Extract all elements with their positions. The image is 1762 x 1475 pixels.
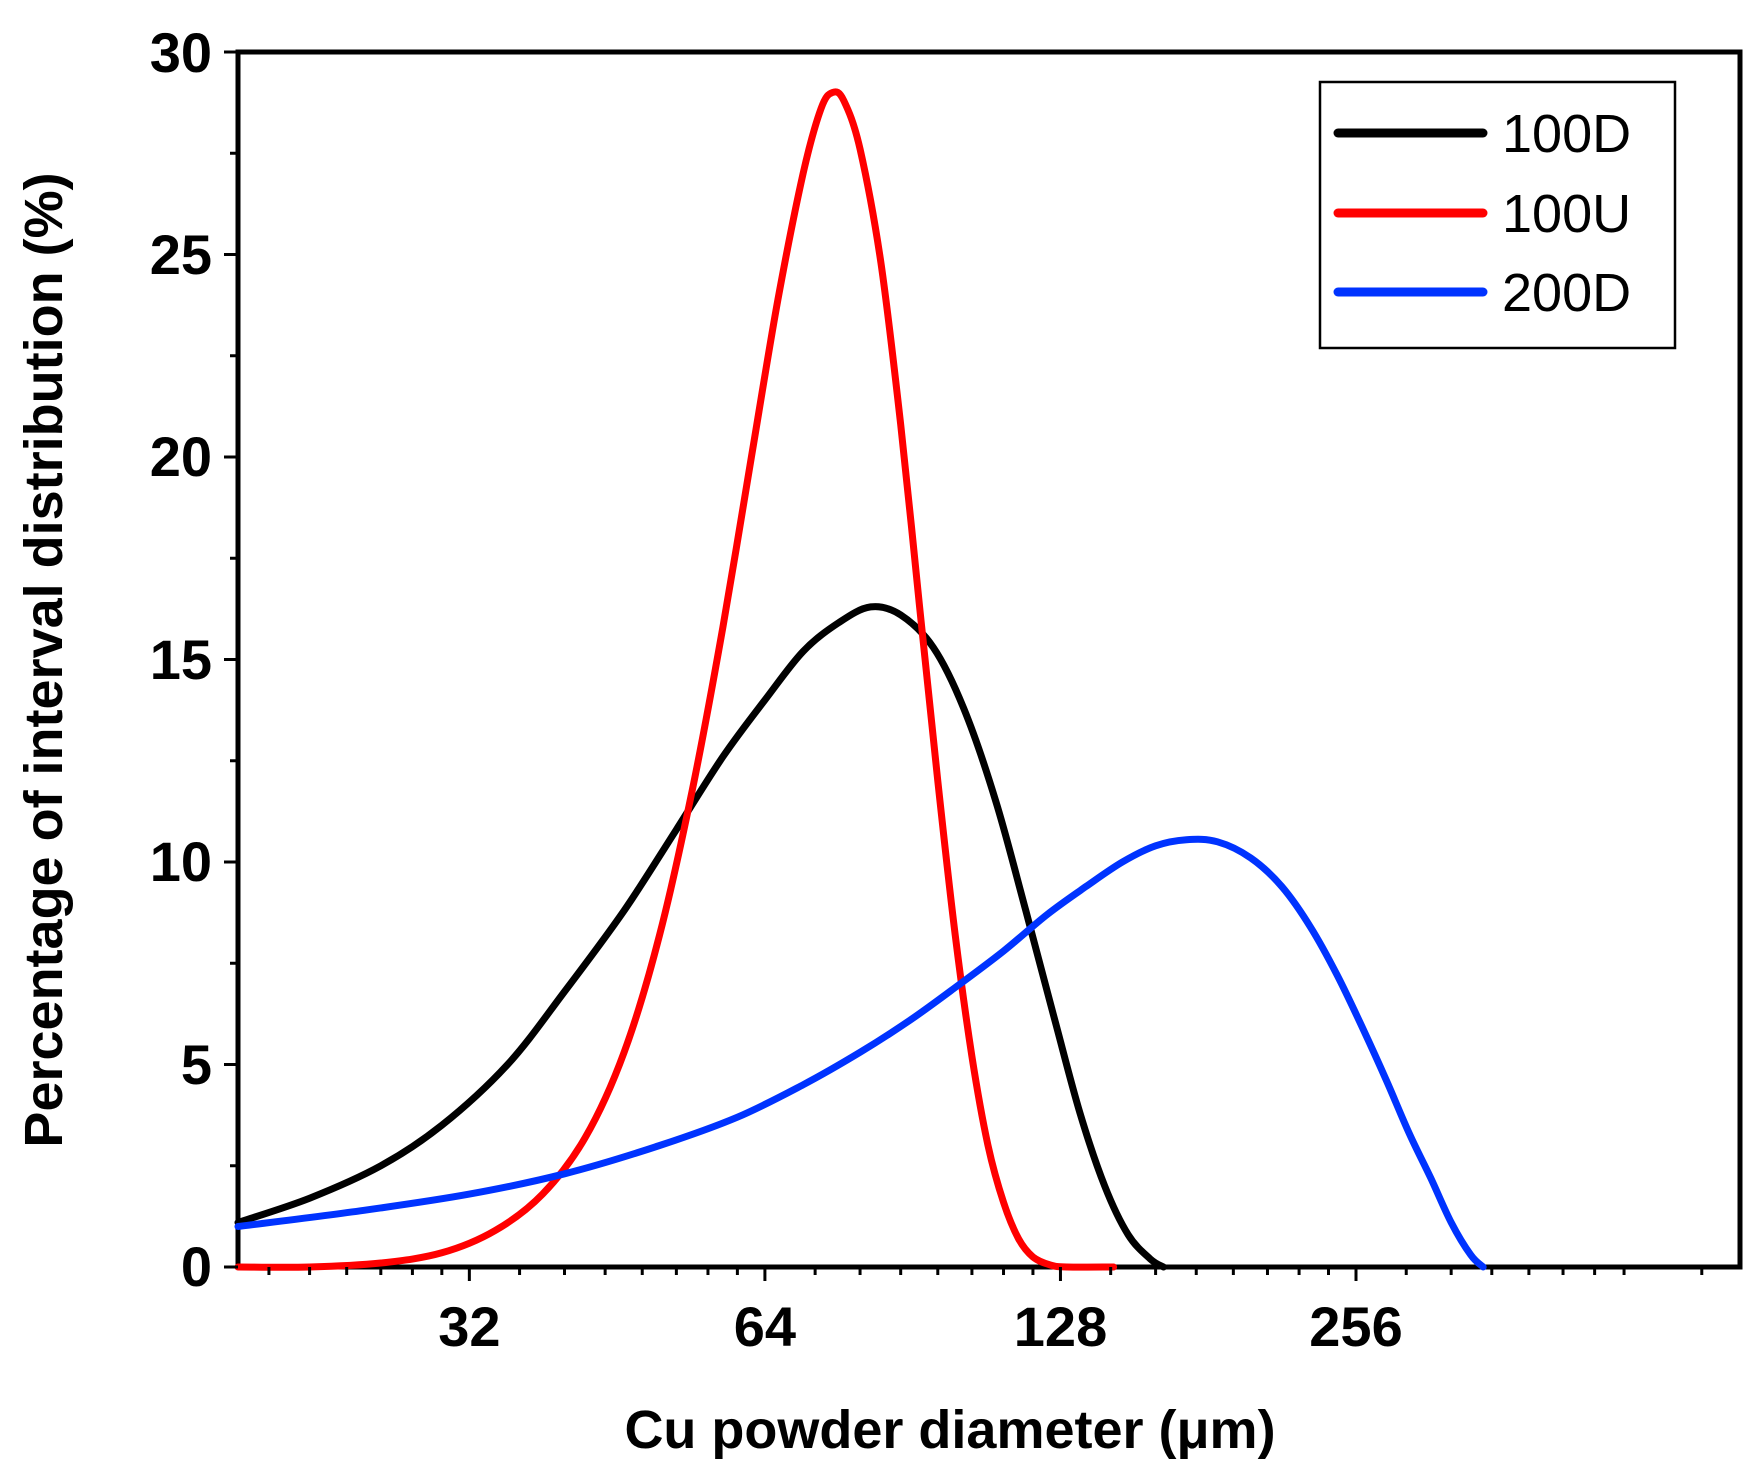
series-line-200D bbox=[234, 835, 1487, 1271]
tick-layer bbox=[224, 50, 1704, 1281]
plot-area bbox=[224, 49, 1743, 1281]
series-line-100U bbox=[234, 88, 1118, 1271]
y-tick-label-10: 10 bbox=[150, 830, 212, 893]
y-tick-label-5: 5 bbox=[181, 1033, 212, 1096]
series-line-100D bbox=[234, 603, 1167, 1271]
y-tick-label-30: 30 bbox=[150, 21, 212, 84]
x-tick-label-256: 256 bbox=[1309, 1295, 1402, 1358]
x-tick-label-128: 128 bbox=[1014, 1295, 1107, 1358]
legend-label-200D: 200D bbox=[1502, 263, 1631, 323]
y-axis-title: Percentage of interval distribution (%) bbox=[14, 172, 74, 1147]
series-layer bbox=[234, 88, 1487, 1271]
y-tick-label-15: 15 bbox=[150, 628, 212, 691]
legend-label-100D: 100D bbox=[1502, 104, 1631, 164]
y-tick-label-20: 20 bbox=[150, 425, 212, 488]
x-tick-label-64: 64 bbox=[734, 1295, 796, 1358]
y-tick-label-0: 0 bbox=[181, 1235, 212, 1298]
legend-label-100U: 100U bbox=[1502, 184, 1631, 244]
x-tick-label-32: 32 bbox=[438, 1295, 500, 1358]
y-tick-labels: 0 5 10 15 20 25 30 bbox=[150, 21, 212, 1298]
y-tick-label-25: 25 bbox=[150, 223, 212, 286]
x-tick-labels: 32 64 128 256 bbox=[438, 1295, 1402, 1358]
legend: 100D 100U 200D bbox=[1318, 80, 1677, 350]
x-axis-title: Cu powder diameter (μm) bbox=[624, 1400, 1275, 1460]
